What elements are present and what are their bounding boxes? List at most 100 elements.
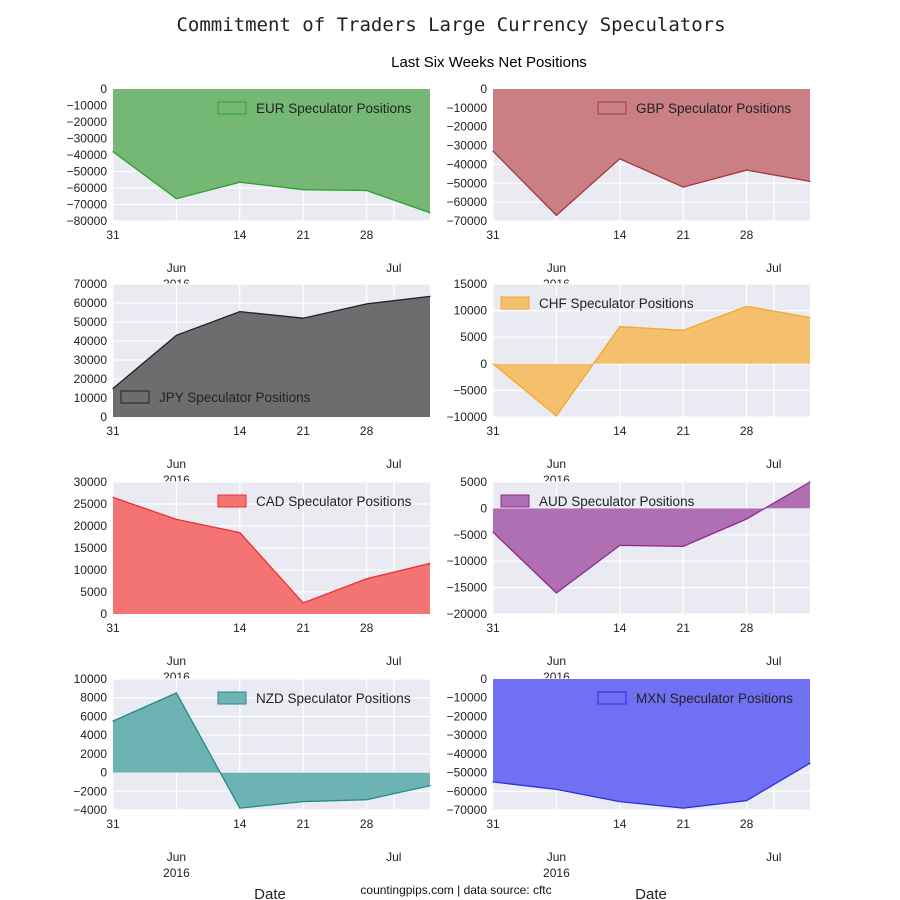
- nzd-y-tick-label: −2000: [73, 784, 107, 798]
- gbp-y-tick-label: −50000: [447, 176, 488, 190]
- cad-x-tick-label: 31: [106, 621, 120, 635]
- chf-y-tick-label: 10000: [454, 304, 488, 318]
- gbp-x-tick-label: 21: [677, 228, 691, 242]
- cad-legend-swatch: [217, 494, 247, 508]
- aud-data-point: [809, 481, 811, 483]
- cad-y-tick-label: 20000: [74, 519, 108, 533]
- aud-x-tick-label: 14: [613, 621, 627, 635]
- eur-y-tick-label: −50000: [67, 165, 108, 179]
- aud-area-fill: [493, 482, 810, 593]
- eur-y-tick-label: −80000: [67, 214, 108, 228]
- chf-y-tick-label: −5000: [453, 383, 487, 397]
- chf-data-point: [682, 329, 684, 331]
- jpy-y-tick-label: 20000: [74, 372, 108, 386]
- chf-x-tick-label: 21: [677, 424, 691, 438]
- aud-x-tick-label: 28: [740, 621, 754, 635]
- chf-legend-label: CHF Speculator Positions: [539, 296, 694, 311]
- gbp-data-point: [809, 180, 811, 182]
- chf-data-point: [492, 363, 494, 365]
- nzd-x-major-tick-label: Jun 2016: [163, 850, 190, 880]
- eur-data-point: [302, 189, 304, 191]
- jpy-y-tick-label: 70000: [74, 277, 108, 291]
- nzd-y-tick-label: 4000: [80, 728, 107, 742]
- gbp-x-major-tick-label: Jul: [766, 261, 781, 275]
- mxn-legend-label: MXN Speculator Positions: [636, 691, 793, 706]
- cad-data-point: [175, 518, 177, 521]
- mxn-series-line: [492, 762, 811, 809]
- jpy-data-point: [175, 334, 177, 336]
- eur-x-tick-label: 31: [106, 228, 120, 242]
- jpy-x-tick-label: 28: [360, 424, 374, 438]
- cad-y-tick-label: 15000: [74, 541, 108, 555]
- aud-y-tick-label: −15000: [447, 581, 488, 595]
- nzd-series-line: [112, 692, 431, 809]
- mxn-data-point: [492, 781, 494, 783]
- chf-y-tick-label: −10000: [447, 410, 488, 424]
- jpy-data-point: [366, 303, 368, 305]
- chf-data-point: [746, 305, 748, 307]
- cad-y-tick-label: 25000: [74, 497, 108, 511]
- aud-data-point: [555, 592, 558, 594]
- eur-data-point: [175, 198, 177, 200]
- cad-data-point: [239, 532, 241, 534]
- mxn-y-tick-label: −70000: [447, 803, 488, 817]
- aud-legend-swatch: [500, 494, 530, 508]
- eur-x-tick-label: 28: [360, 228, 374, 242]
- nzd-x-major-tick-label: Jul: [386, 850, 401, 864]
- gbp-legend-label: GBP Speculator Positions: [636, 101, 791, 116]
- chf-x-major-tick-label: Jul: [766, 457, 781, 471]
- chf-data-point: [809, 316, 811, 319]
- chart-subtitle: Last Six Weeks Net Positions: [391, 54, 587, 71]
- jpy-data-point: [112, 387, 114, 390]
- mxn-data-point: [682, 807, 684, 809]
- aud-x-tick-label: 31: [486, 621, 500, 635]
- jpy-y-tick-label: 0: [100, 410, 107, 424]
- nzd-data-point: [175, 692, 177, 694]
- eur-y-tick-label: −40000: [67, 148, 108, 162]
- mxn-y-tick-label: 0: [480, 672, 487, 686]
- eur-legend-label: EUR Speculator Positions: [256, 101, 412, 116]
- mxn-x-tick-label: 31: [486, 817, 500, 831]
- jpy-legend: JPY Speculator Positions: [120, 390, 311, 405]
- eur-series-line: [112, 151, 431, 214]
- chf-x-tick-label: 28: [740, 424, 754, 438]
- mxn-y-tick-label: −50000: [447, 766, 488, 780]
- cad-legend: CAD Speculator Positions: [217, 494, 412, 509]
- cad-y-tick-label: 10000: [74, 563, 108, 577]
- gbp-legend-swatch: [597, 101, 627, 115]
- cad-y-tick-label: 30000: [74, 475, 108, 489]
- nzd-y-tick-label: 6000: [80, 709, 107, 723]
- eur-y-tick-label: −20000: [67, 115, 108, 129]
- cad-x-tick-label: 28: [360, 621, 374, 635]
- chf-legend: CHF Speculator Positions: [500, 296, 694, 311]
- nzd-x-tick-label: 14: [233, 817, 247, 831]
- aud-x-major-tick-label: Jul: [766, 654, 781, 668]
- nzd-y-tick-label: 10000: [74, 672, 108, 686]
- eur-y-tick-label: −30000: [67, 132, 108, 146]
- eur-y-tick-label: 0: [100, 82, 107, 96]
- gbp-y-tick-label: −70000: [447, 214, 488, 228]
- mxn-x-tick-label: 21: [677, 817, 691, 831]
- gbp-y-tick-label: −30000: [447, 139, 488, 153]
- chf-area-fill: [493, 306, 810, 416]
- gbp-x-tick-label: 31: [486, 228, 500, 242]
- aud-series-line: [492, 481, 811, 594]
- nzd-legend-swatch: [217, 691, 247, 705]
- jpy-legend-label: JPY Speculator Positions: [159, 390, 311, 405]
- eur-data-point: [429, 212, 431, 214]
- gbp-y-tick-label: −10000: [447, 101, 488, 115]
- jpy-y-tick-label: 60000: [74, 296, 108, 310]
- nzd-y-tick-label: 2000: [80, 747, 107, 761]
- nzd-y-tick-label: −4000: [73, 803, 107, 817]
- mxn-legend-swatch: [597, 691, 627, 705]
- gbp-area-fill: [493, 89, 810, 216]
- cad-data-point: [429, 562, 431, 565]
- mxn-x-tick-label: 28: [740, 817, 754, 831]
- chart-title: Commitment of Traders Large Currency Spe…: [176, 14, 725, 36]
- mxn-data-point: [746, 800, 748, 802]
- jpy-series-line: [112, 295, 431, 389]
- mxn-x-major-tick-label: Jul: [766, 850, 781, 864]
- aud-y-tick-label: 5000: [460, 475, 487, 489]
